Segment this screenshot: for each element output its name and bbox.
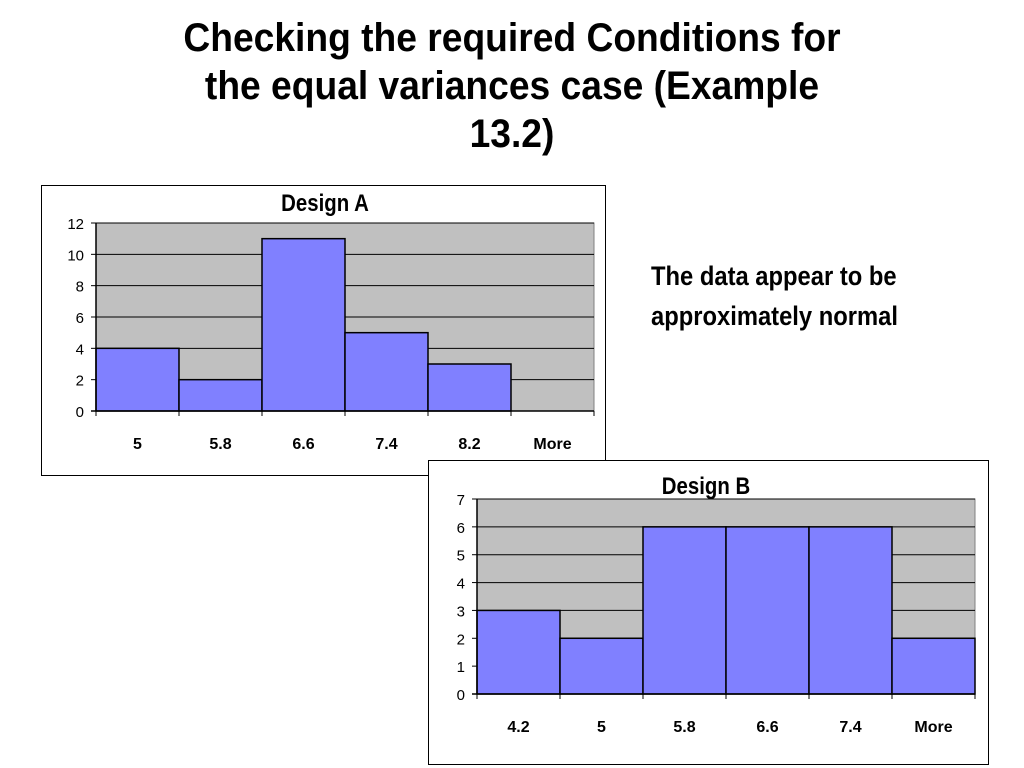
design-b-chart-svg: Design B 0 1 2 3 4 5 6 7 4.2 5 5.8 6.6 7.4 More bbox=[457, 472, 976, 736]
slide-title-line-1: Checking the required Conditions for bbox=[183, 16, 841, 60]
design-b-y-tick-label: 1 bbox=[457, 659, 465, 676]
design-b-x-tick-label: More bbox=[914, 719, 952, 736]
design-a-y-tick-label: 12 bbox=[67, 216, 84, 233]
design-a-x-tick-label: 5.8 bbox=[209, 436, 231, 453]
design-a-bar bbox=[178, 378, 263, 412]
design-b-y-tick-label: 6 bbox=[457, 520, 465, 537]
normality-note-line-1: The data appear to be bbox=[651, 261, 897, 291]
design-a-y-tick-label: 4 bbox=[76, 341, 84, 358]
design-b-bar bbox=[808, 526, 893, 695]
design-a-y-tick-label: 0 bbox=[76, 404, 84, 421]
design-b-y-tick-label: 0 bbox=[457, 687, 465, 704]
design-b-y-tick-label: 4 bbox=[457, 576, 465, 593]
design-b-bar bbox=[476, 609, 561, 695]
slide-title: Checking the required Conditions for the… bbox=[92, 14, 933, 158]
normality-note-line-2: approximately normal bbox=[651, 301, 898, 331]
design-b-y-tick-label: 3 bbox=[457, 603, 465, 620]
design-a-y-tick-label: 10 bbox=[67, 247, 84, 264]
design-a-x-tick-label: 7.4 bbox=[375, 436, 397, 453]
design-a-chart-title: Design A bbox=[281, 189, 369, 216]
design-b-x-tick-label: 7.4 bbox=[839, 719, 861, 736]
design-a-x-tick-label: 8.2 bbox=[458, 436, 480, 453]
design-a-x-tick-label: More bbox=[533, 436, 571, 453]
design-b-chart-title: Design B bbox=[662, 472, 750, 499]
design-b-bar bbox=[891, 637, 976, 695]
design-a-chart-svg: Design A 0 2 4 6 8 10 12 5 5.8 6.6 7.4 8.2 More bbox=[67, 189, 595, 453]
normality-note: The data appear to be approximately norm… bbox=[651, 256, 950, 336]
design-a-bar bbox=[95, 347, 180, 412]
design-a-bar bbox=[261, 237, 346, 412]
design-b-bar bbox=[725, 526, 810, 695]
design-a-bar bbox=[344, 331, 429, 412]
design-a-bar bbox=[427, 363, 512, 412]
design-a-y-tick-label: 8 bbox=[76, 279, 84, 296]
design-a-x-tick-label: 5 bbox=[133, 436, 142, 453]
design-b-x-tick-label: 5 bbox=[597, 719, 606, 736]
design-b-bar bbox=[642, 526, 727, 695]
design-b-y-tick-label: 7 bbox=[457, 492, 465, 509]
design-b-y-tick-label: 5 bbox=[457, 548, 465, 565]
design-a-y-tick-label: 6 bbox=[76, 310, 84, 327]
design-b-chart: Design B 0 1 2 3 4 5 6 7 4.2 5 5.8 6.6 7.4 More bbox=[428, 460, 989, 765]
design-a-chart: Design A 0 2 4 6 8 10 12 5 5.8 6.6 7.4 8.2 More bbox=[41, 185, 606, 476]
design-b-bar bbox=[559, 637, 644, 695]
design-b-x-tick-label: 6.6 bbox=[756, 719, 778, 736]
slide-title-line-2: the equal variances case (Example bbox=[204, 64, 820, 108]
design-b-x-tick-label: 5.8 bbox=[673, 719, 695, 736]
design-b-y-tick-label: 2 bbox=[457, 631, 465, 648]
design-a-x-tick-label: 6.6 bbox=[292, 436, 314, 453]
design-b-x-tick-label: 4.2 bbox=[507, 719, 529, 736]
slide-title-line-3: 13.2) bbox=[469, 112, 555, 156]
design-a-y-tick-label: 2 bbox=[76, 373, 84, 390]
